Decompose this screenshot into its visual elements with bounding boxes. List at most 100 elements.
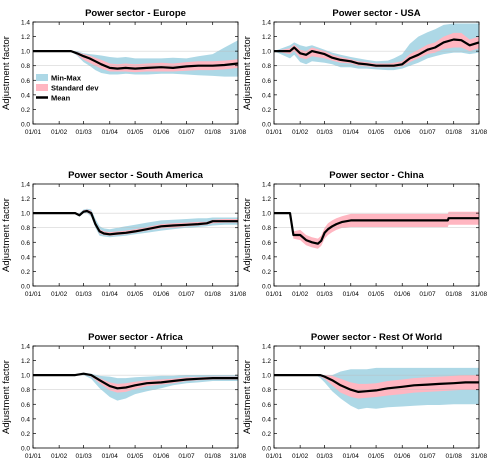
y-tick-label: 0.8 — [262, 387, 271, 394]
x-tick-label: 01/01 — [266, 291, 283, 298]
y-tick-label: 0.0 — [21, 284, 30, 291]
x-tick-label: 01/08 — [446, 291, 463, 298]
x-tick-label: 01/04 — [343, 453, 360, 460]
x-tick-label: 01/07 — [419, 291, 436, 298]
y-axis-label: Adjustment factor — [242, 198, 253, 272]
y-tick-label: 0.4 — [21, 254, 30, 261]
x-tick-label: 31/08 — [471, 291, 488, 298]
y-axis-label: Adjustment factor — [1, 198, 12, 272]
legend-swatch-min-max — [36, 74, 48, 81]
y-tick-label: 1.4 — [262, 182, 271, 189]
y-tick-label: 0.6 — [262, 78, 271, 85]
plot-frame — [273, 345, 480, 449]
y-tick-label: 0.4 — [21, 416, 30, 423]
x-tick-label: 01/06 — [153, 453, 170, 460]
y-tick-label: 1.2 — [262, 34, 271, 41]
x-tick-label: 01/05 — [127, 453, 144, 460]
y-tick-label: 0.2 — [21, 107, 30, 114]
std-band — [33, 373, 238, 393]
y-tick-label: 1.2 — [21, 196, 30, 203]
y-tick-label: 0.4 — [262, 254, 271, 261]
panel-title: Power sector - Africa — [88, 332, 183, 343]
y-tick-label: 1.4 — [21, 182, 30, 189]
y-tick-label: 1.4 — [21, 344, 30, 351]
x-tick-label: 01/05 — [368, 453, 385, 460]
y-tick-label: 0.0 — [262, 122, 271, 129]
x-tick-label: 01/08 — [446, 129, 463, 136]
panel-power-sector-rest-of-world: Power sector - Rest Of World Adjustment f… — [242, 332, 488, 460]
x-tick-label: 01/01 — [25, 129, 42, 136]
y-tick-label: 0.2 — [262, 269, 271, 276]
x-tick-label: 01/01 — [25, 291, 42, 298]
mean-line — [274, 212, 479, 245]
mean-line — [274, 38, 480, 67]
x-tick-label: 01/03 — [75, 453, 92, 460]
x-tick-label: 01/04 — [343, 129, 360, 136]
mean-line — [33, 209, 238, 236]
x-tick-label: 01/02 — [51, 453, 68, 460]
x-tick-label: 01/06 — [394, 129, 411, 136]
x-tick-label: 01/03 — [75, 291, 92, 298]
x-tick-label: 01/05 — [368, 291, 385, 298]
mean-line — [274, 374, 479, 393]
panel-power-sector-usa: Power sector - USA Adjustment factor 0.0 0.… — [242, 8, 488, 136]
plot-frame — [32, 183, 239, 287]
x-tick-label: 01/04 — [102, 453, 119, 460]
x-tick-label: 01/03 — [316, 453, 333, 460]
panel-title: Power sector - USA — [332, 8, 420, 19]
panel-title: Power sector - Rest Of World — [311, 332, 442, 343]
panel-power-sector-africa: Power sector - Africa Adjustment factor 0.… — [1, 332, 247, 460]
x-tick-label: 01/07 — [419, 453, 436, 460]
y-tick-label: 1.4 — [262, 20, 271, 27]
y-tick-label: 0.2 — [21, 269, 30, 276]
legend-swatch-standard-dev — [36, 84, 48, 91]
plot-frame — [273, 183, 480, 287]
y-axis-label: Adjustment factor — [242, 360, 253, 434]
panel-title: Power sector - South America — [68, 170, 204, 181]
y-tick-label: 0.4 — [21, 92, 30, 99]
x-tick-label: 01/05 — [127, 129, 144, 136]
plot-frame — [32, 21, 239, 125]
x-tick-label: 01/01 — [266, 453, 283, 460]
y-tick-label: 1.0 — [262, 211, 271, 218]
x-tick-label: 31/08 — [471, 453, 488, 460]
y-tick-label: 0.6 — [21, 78, 30, 85]
x-tick-label: 01/02 — [51, 129, 68, 136]
y-tick-label: 0.8 — [21, 225, 30, 232]
x-tick-label: 01/06 — [153, 129, 170, 136]
std-band — [274, 32, 479, 68]
x-tick-label: 01/06 — [153, 291, 170, 298]
y-tick-label: 1.0 — [21, 211, 30, 218]
y-tick-label: 0.2 — [262, 431, 271, 438]
y-tick-label: 1.0 — [262, 49, 271, 56]
x-tick-label: 01/05 — [127, 291, 144, 298]
x-tick-label: 01/03 — [316, 291, 333, 298]
y-tick-label: 1.4 — [21, 20, 30, 27]
x-tick-label: 01/07 — [419, 129, 436, 136]
x-tick-label: 31/08 — [471, 129, 488, 136]
x-tick-label: 31/08 — [230, 453, 247, 460]
panel-power-sector-south-america: Power sector - South America Adjustment f… — [1, 170, 247, 298]
panel-power-sector-europe: Power sector - Europe Adjustment factor 0.… — [1, 8, 247, 136]
x-tick-label: 01/02 — [292, 129, 309, 136]
x-tick-label: 01/06 — [394, 291, 411, 298]
panel-title: Power sector - China — [329, 170, 424, 181]
panel-title: Power sector - Europe — [85, 8, 186, 19]
x-tick-label: 01/08 — [446, 453, 463, 460]
x-tick-label: 01/08 — [205, 129, 222, 136]
y-tick-label: 0.4 — [262, 92, 271, 99]
y-tick-label: 1.4 — [262, 344, 271, 351]
std-band — [274, 375, 479, 399]
x-tick-label: 01/07 — [178, 453, 195, 460]
y-tick-label: 1.0 — [262, 373, 271, 380]
y-tick-label: 0.6 — [262, 402, 271, 409]
y-tick-label: 0.2 — [21, 431, 30, 438]
y-axis-label: Adjustment factor — [1, 36, 12, 110]
mean-line — [33, 50, 239, 70]
y-tick-label: 0.0 — [21, 446, 30, 453]
x-tick-label: 01/01 — [25, 453, 42, 460]
x-tick-label: 31/08 — [230, 129, 247, 136]
legend-label: Mean — [51, 94, 71, 103]
